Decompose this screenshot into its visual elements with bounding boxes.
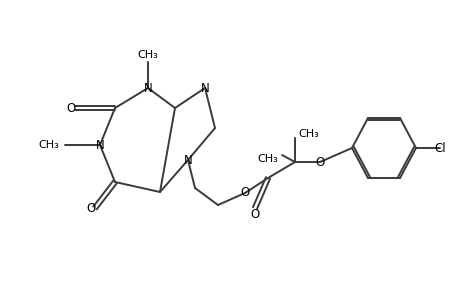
Text: O: O [315,155,324,169]
Text: N: N [95,139,104,152]
Text: Cl: Cl [433,142,445,154]
Text: N: N [143,82,152,94]
Text: O: O [86,202,95,214]
Text: CH₃: CH₃ [137,50,158,60]
Text: CH₃: CH₃ [39,140,59,150]
Text: O: O [240,187,249,200]
Text: N: N [183,154,192,166]
Text: CH₃: CH₃ [257,154,278,164]
Text: CH₃: CH₃ [298,129,319,139]
Text: N: N [200,82,209,94]
Text: O: O [66,101,75,115]
Text: O: O [250,208,259,220]
